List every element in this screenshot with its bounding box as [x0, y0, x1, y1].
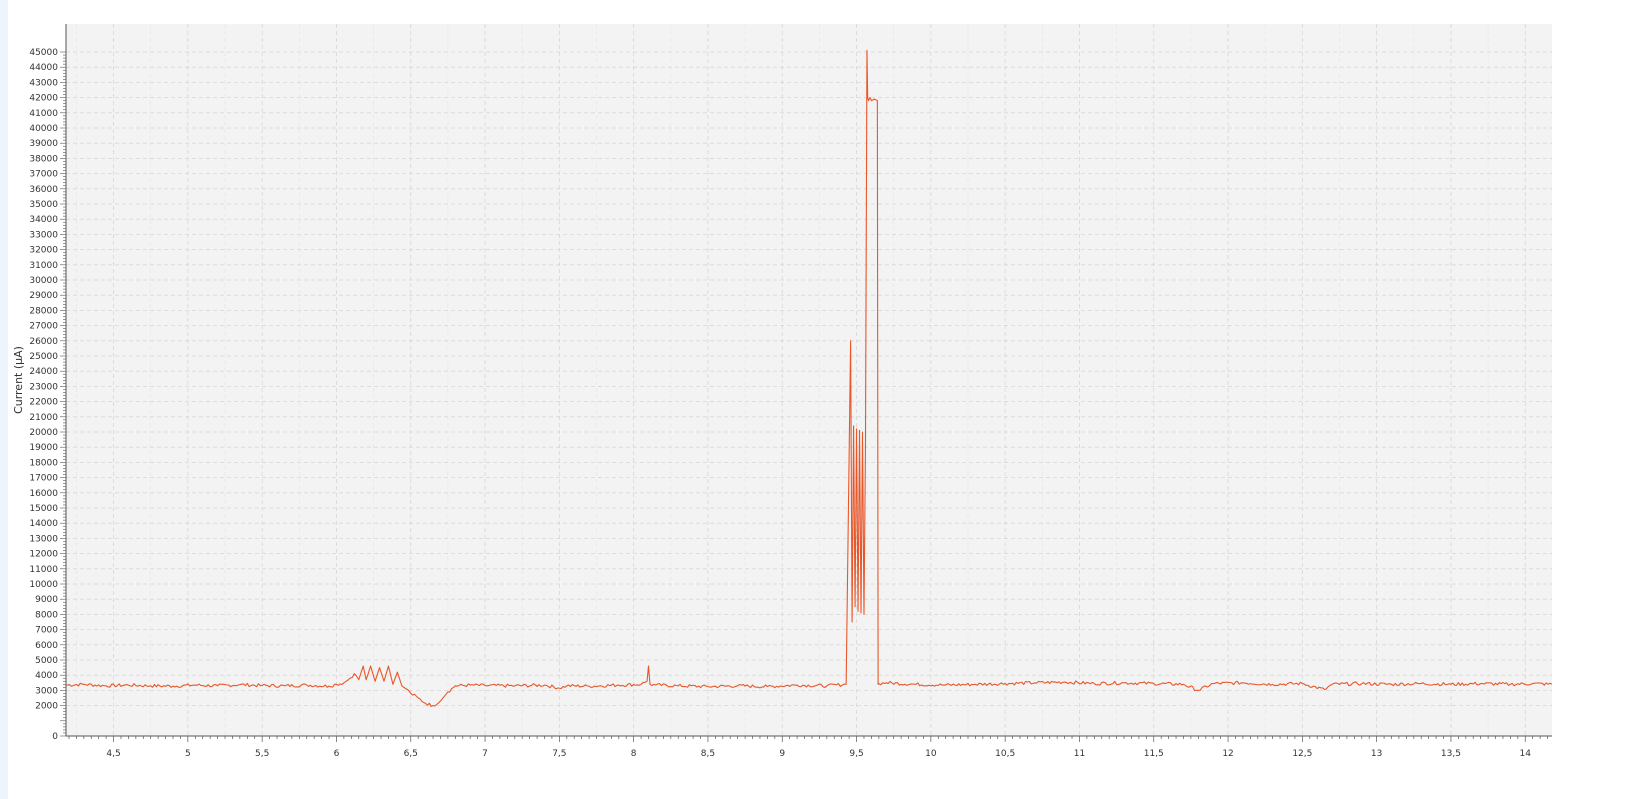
x-tick-label: 8 — [631, 749, 637, 759]
y-tick-label: 8000 — [35, 610, 58, 620]
x-tick-label: 12 — [1222, 749, 1233, 759]
y-tick-label: 45000 — [29, 48, 58, 58]
x-tick-label: 10,5 — [995, 749, 1015, 759]
x-tick-label: 11,5 — [1144, 749, 1164, 759]
x-tick-label: 9,5 — [849, 749, 863, 759]
y-axis-label: Current (µA) — [12, 346, 25, 414]
y-tick-label: 15000 — [29, 504, 58, 514]
y-tick-label: 13000 — [29, 534, 58, 544]
grid-lines — [66, 24, 1552, 737]
y-tick-label: 17000 — [29, 474, 58, 484]
y-tick-label: 0 — [52, 732, 58, 742]
y-tick-label: 10000 — [29, 580, 58, 590]
y-tick-label: 44000 — [29, 63, 58, 73]
y-tick-label: 23000 — [29, 382, 58, 392]
y-tick-label: 35000 — [29, 200, 58, 210]
x-tick-label: 8,5 — [701, 749, 715, 759]
series-layer — [65, 49, 1553, 707]
y-tick-label: 20000 — [29, 428, 58, 438]
y-tick-label: 11000 — [29, 565, 58, 575]
y-tick-label: 34000 — [29, 215, 58, 225]
y-tick-label: 43000 — [29, 78, 58, 88]
y-tick-label: 2000 — [35, 702, 58, 712]
y-tick-label: 37000 — [29, 170, 58, 180]
plot-area[interactable] — [66, 24, 1552, 736]
x-tick-label: 6,5 — [404, 749, 418, 759]
y-tick-label: 19000 — [29, 443, 58, 453]
y-tick-label: 30000 — [29, 276, 58, 286]
y-tick-label: 9000 — [35, 595, 58, 605]
series-line[interactable] — [65, 49, 1553, 707]
x-tick-label: 11 — [1074, 749, 1085, 759]
y-tick-label: 26000 — [29, 337, 58, 347]
y-tick-label: 5000 — [35, 656, 58, 666]
y-tick-label: 31000 — [29, 261, 58, 271]
y-tick-label: 16000 — [29, 489, 58, 499]
y-tick-label: 22000 — [29, 398, 58, 408]
y-tick-label: 14000 — [29, 519, 58, 529]
y-tick-label: 7000 — [35, 626, 58, 636]
y-tick-label: 24000 — [29, 367, 58, 377]
y-tick-label: 21000 — [29, 413, 58, 423]
y-tick-label: 12000 — [29, 550, 58, 560]
x-tick-label: 13 — [1371, 749, 1382, 759]
x-tick-label: 12,5 — [1292, 749, 1312, 759]
y-tick-label: 6000 — [35, 641, 58, 651]
y-tick-label: 18000 — [29, 458, 58, 468]
x-tick-label: 10 — [925, 749, 937, 759]
x-tick-label: 6 — [334, 749, 340, 759]
x-tick-label: 5 — [185, 749, 191, 759]
y-tick-label: 25000 — [29, 352, 58, 362]
tick-labels: 4,5 5 5,5 6 6,5 7 7,5 8 8,5 9 9,5 10 10,5 11 11,5 12 12,… — [29, 48, 1531, 759]
y-tick-label: 3000 — [35, 686, 58, 696]
y-tick-label: 4000 — [35, 671, 58, 681]
y-tick-label: 27000 — [29, 322, 58, 332]
y-tick-label: 32000 — [29, 246, 58, 256]
y-tick-label: 29000 — [29, 291, 58, 301]
y-tick-label: 40000 — [29, 124, 58, 134]
window-edge — [0, 0, 8, 799]
x-tick-label: 13,5 — [1441, 749, 1461, 759]
x-tick-label: 7 — [482, 749, 488, 759]
tick-marks — [60, 51, 1548, 742]
y-tick-label: 41000 — [29, 109, 58, 119]
y-tick-label: 39000 — [29, 139, 58, 149]
y-tick-label: 28000 — [29, 306, 58, 316]
x-tick-label: 9 — [779, 749, 785, 759]
y-tick-label: 33000 — [29, 230, 58, 240]
x-tick-label: 7,5 — [552, 749, 566, 759]
x-tick-label: 5,5 — [255, 749, 269, 759]
y-tick-label: 38000 — [29, 154, 58, 164]
x-tick-label: 14 — [1520, 749, 1532, 759]
y-tick-label: 42000 — [29, 94, 58, 104]
y-tick-label: 36000 — [29, 185, 58, 195]
x-tick-label: 4,5 — [106, 749, 120, 759]
